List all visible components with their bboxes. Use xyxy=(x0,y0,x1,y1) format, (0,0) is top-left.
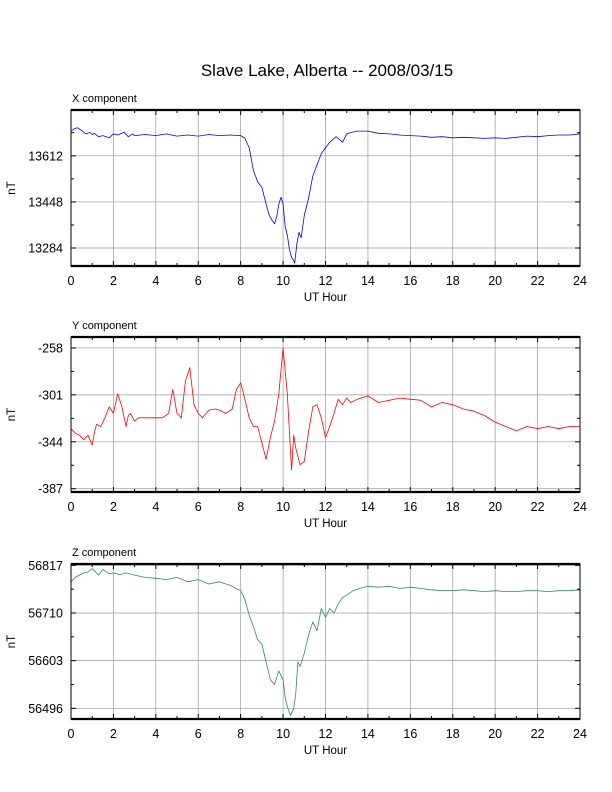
y-x-tick-label: 2 xyxy=(110,500,117,514)
z-x-tick-label: 16 xyxy=(403,727,417,741)
x-x-tick-label: 10 xyxy=(276,274,290,288)
x-x-tick-label: 2 xyxy=(110,274,117,288)
z-x-tick-label: 10 xyxy=(276,727,290,741)
y-x-tick-label: 4 xyxy=(152,500,159,514)
z-x-tick-label: 8 xyxy=(237,727,244,741)
y-x-tick-label: 20 xyxy=(488,500,502,514)
z-x-tick-label: 2 xyxy=(110,727,117,741)
z-x-tick-label: 14 xyxy=(361,727,375,741)
z-x-tick-label: 4 xyxy=(152,727,159,741)
y-x-tick-label: 10 xyxy=(276,500,290,514)
z-x-tick-label: 22 xyxy=(531,727,545,741)
z-y-tick-label: 56710 xyxy=(28,606,63,620)
z-y-tick-label: 56603 xyxy=(28,654,63,668)
z-panel-label: Z component xyxy=(72,547,136,559)
x-component-trace xyxy=(70,127,581,264)
y-y-tick-label: -301 xyxy=(38,388,63,402)
z-y-axis-title: nT xyxy=(6,635,18,648)
x-y-axis-title: nT xyxy=(6,181,18,194)
z-x-axis-title: UT Hour xyxy=(304,745,347,757)
x-x-tick-label: 12 xyxy=(319,274,333,288)
x-y-tick-label: 13448 xyxy=(28,195,63,209)
y-x-tick-label: 6 xyxy=(195,500,202,514)
z-x-tick-label: 24 xyxy=(573,727,587,741)
z-x-tick-label: 20 xyxy=(488,727,502,741)
z-x-tick-label: 18 xyxy=(446,727,460,741)
y-x-tick-label: 22 xyxy=(531,500,545,514)
y-y-axis-title: nT xyxy=(6,408,18,421)
x-x-tick-label: 6 xyxy=(195,274,202,288)
z-x-tick-label: 0 xyxy=(68,727,75,741)
z-y-tick-label: 56817 xyxy=(28,559,63,573)
x-x-tick-label: 14 xyxy=(361,274,375,288)
y-component-trace xyxy=(70,347,580,471)
y-x-tick-label: 24 xyxy=(573,500,587,514)
x-y-tick-label: 13612 xyxy=(28,149,63,163)
z-y-tick-label: 56496 xyxy=(28,702,63,716)
x-x-tick-label: 4 xyxy=(152,274,159,288)
y-x-axis-title: UT Hour xyxy=(304,518,347,530)
z-x-tick-label: 12 xyxy=(319,727,333,741)
x-x-tick-label: 22 xyxy=(531,274,545,288)
figure-title: Slave Lake, Alberta -- 2008/03/15 xyxy=(201,61,453,80)
z-x-tick-label: 6 xyxy=(195,727,202,741)
x-x-tick-label: 8 xyxy=(237,274,244,288)
y-x-tick-label: 14 xyxy=(361,500,375,514)
y-x-tick-label: 12 xyxy=(319,500,333,514)
x-x-tick-label: 20 xyxy=(488,274,502,288)
x-x-tick-label: 16 xyxy=(403,274,417,288)
x-x-tick-label: 18 xyxy=(446,274,460,288)
x-y-tick-label: 13284 xyxy=(28,242,63,256)
y-y-tick-label: -344 xyxy=(38,435,63,449)
x-panel-label: X component xyxy=(72,93,137,105)
y-y-tick-label: -258 xyxy=(38,341,63,355)
y-x-tick-label: 18 xyxy=(446,500,460,514)
y-x-tick-label: 0 xyxy=(68,500,75,514)
z-component-trace xyxy=(70,568,581,716)
y-x-tick-label: 8 xyxy=(237,500,244,514)
x-x-tick-label: 24 xyxy=(573,274,587,288)
x-x-tick-label: 0 xyxy=(68,274,75,288)
y-x-tick-label: 16 xyxy=(403,500,417,514)
y-y-tick-label: -387 xyxy=(38,482,63,496)
y-panel-label: Y component xyxy=(72,320,137,332)
x-x-axis-title: UT Hour xyxy=(304,292,347,304)
